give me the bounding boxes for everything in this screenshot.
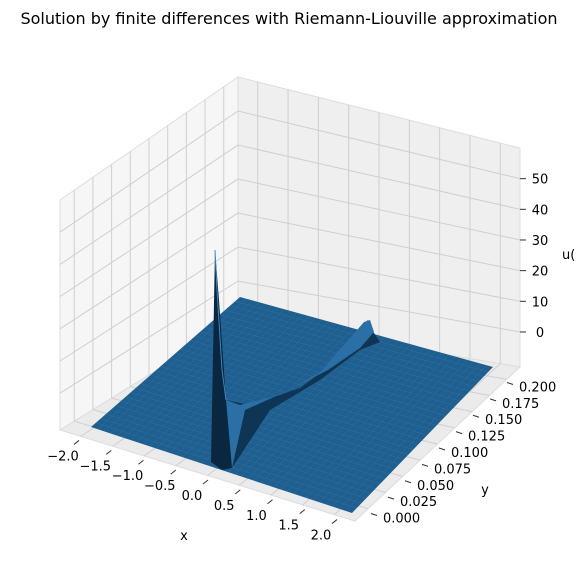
- x-tick-label: −0.5: [144, 479, 176, 494]
- y-tick-mark: [489, 398, 497, 402]
- z-gridline: [59, 178, 521, 298]
- mesh-line: [135, 387, 395, 470]
- y-tick-mark: [421, 463, 429, 467]
- x-tick-label: −1.5: [79, 459, 111, 474]
- x-tick-mark: [170, 469, 177, 475]
- x-tick-label: 0.5: [214, 499, 235, 514]
- x-tick-label: −2.0: [47, 449, 79, 464]
- ridge-face: [226, 320, 374, 468]
- z-tick-label: 30: [532, 234, 549, 249]
- x-tick-mark: [138, 459, 144, 465]
- y-tick-label: 0.050: [417, 479, 454, 494]
- mesh-line: [125, 396, 385, 480]
- y-tick-label: 0.075: [434, 462, 471, 477]
- z-axis-ticks: 0 10 20 30 40 50: [520, 173, 548, 341]
- x-tick-label: 1.5: [278, 519, 299, 534]
- z-tick-label: 50: [532, 173, 549, 188]
- x-tick-mark: [105, 449, 112, 455]
- z-axis-label: u(: [562, 248, 575, 263]
- x-tick-mark: [331, 519, 338, 524]
- y-tick-label: 0.025: [400, 495, 437, 510]
- z-tick-label: 0: [536, 326, 544, 341]
- y-tick-mark: [472, 414, 480, 418]
- z-tick-label: 40: [532, 203, 549, 218]
- mesh-line: [160, 366, 418, 446]
- y-tick-label: 0.125: [468, 430, 505, 445]
- x-tick-label: −1.0: [112, 469, 144, 484]
- surface: [91, 249, 493, 513]
- x-tick-mark: [73, 440, 80, 445]
- x-axis-label: x: [180, 529, 188, 544]
- x-tick-label: 1.0: [246, 509, 267, 524]
- z-tick-label: 20: [532, 265, 549, 280]
- y-tick-label: 0.000: [383, 512, 420, 527]
- x-tick-label: 2.0: [311, 529, 332, 544]
- y-tick-label: 0.175: [502, 397, 539, 412]
- z-gridline: [59, 110, 521, 233]
- z-gridline: [59, 212, 521, 330]
- x-tick-mark: [202, 479, 209, 485]
- y-tick-mark: [387, 496, 395, 500]
- y-tick-mark: [506, 382, 514, 385]
- x-tick-mark: [299, 509, 306, 515]
- x-tick-mark: [234, 489, 241, 495]
- y-tick-mark: [438, 447, 446, 451]
- mesh-line: [120, 400, 381, 485]
- z-gridline: [59, 246, 521, 362]
- mesh-line: [140, 383, 400, 465]
- mesh-line: [150, 374, 409, 455]
- x-tick-label: 0.0: [182, 489, 203, 504]
- z-tick-label: 10: [532, 295, 549, 310]
- x-tick-mark: [267, 499, 273, 505]
- y-tick-mark: [404, 480, 412, 484]
- mesh-line: [165, 361, 423, 441]
- chart-title: Solution by finite differences with Riem…: [20, 9, 557, 28]
- y-tick-label: 0.100: [451, 446, 488, 461]
- y-tick-label: 0.200: [519, 380, 556, 395]
- y-tick-mark: [455, 431, 463, 435]
- z-gridline: [59, 144, 521, 265]
- mesh-line: [155, 370, 414, 450]
- mesh-line: [130, 392, 390, 475]
- z-gridline: [59, 280, 521, 394]
- y-tick-label: 0.150: [485, 413, 522, 428]
- y-tick-mark: [370, 513, 378, 516]
- mesh-line: [145, 379, 404, 460]
- peak-spike-edge: [214, 249, 227, 401]
- y-axis-label: y: [481, 483, 489, 498]
- x-axis-ticks: −2.0−1.5−1.0−0.5 0.0 0.5 1.0 1.5 2.0: [47, 440, 338, 544]
